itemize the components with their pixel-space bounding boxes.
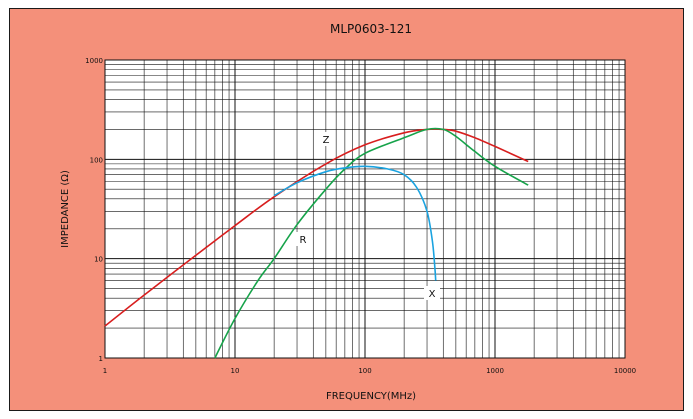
grid-lines [105,60,625,358]
x-tick-label: 100 [358,367,371,375]
x-tick-label: 10 [231,367,240,375]
x-tick-label: 1000 [486,367,504,375]
x-axis-label: FREQUENCY(MHz) [326,391,416,402]
y-tick-labels: 1 10 100 1000 [85,57,103,363]
y-tick-label: 100 [90,156,103,164]
y-tick-label: 1000 [85,57,103,65]
series-label-z: Z [323,135,330,146]
series-lines [104,127,529,359]
label-box-z [319,132,333,146]
curve-labels: Z R X [296,132,440,300]
x-tick-labels: 1 10 100 1000 10000 [103,367,636,375]
x-tick-label: 1 [103,367,107,375]
x-tick-label: 10000 [614,367,636,375]
series-line-r [214,127,529,359]
series-line-x [273,165,437,281]
label-box-r [296,232,310,246]
chart-title: MLP0603-121 [330,22,412,36]
series-line-z [104,128,529,327]
impedance-chart: MLP0603-121 1 10 100 1000 10000 1 10 100 1000 Z… [60,22,636,402]
series-label-r: R [300,235,307,246]
y-tick-label: 10 [94,256,103,264]
series-label-x: X [429,289,436,300]
label-box-x [424,286,440,300]
y-axis-label: IMPEDANCE (Ω) [60,170,71,248]
chart-frame: MLP0603-121 1 10 100 1000 10000 1 10 100 1000 Z… [9,8,684,411]
y-tick-label: 1 [99,355,103,363]
